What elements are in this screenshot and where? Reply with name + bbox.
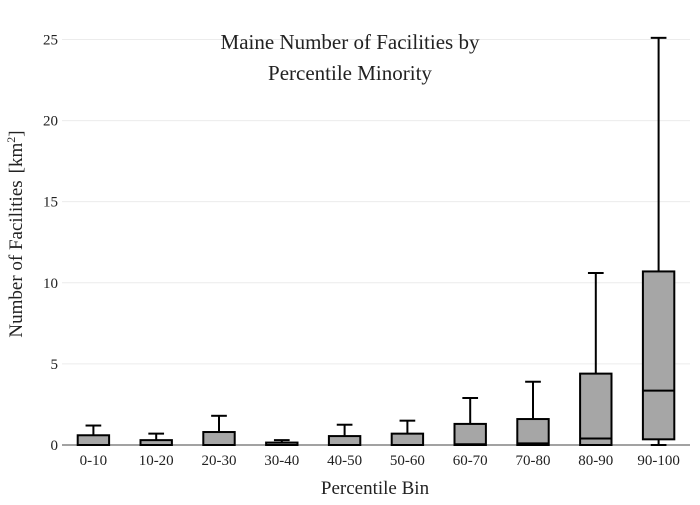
iqr-box bbox=[76, 434, 111, 447]
x-tick-label: 70-80 bbox=[516, 453, 551, 469]
box-group bbox=[327, 423, 362, 447]
box-group bbox=[453, 396, 487, 446]
y-axis-title-main: Number of Facilities bbox=[6, 180, 27, 337]
box-group bbox=[202, 414, 236, 446]
iqr-box bbox=[202, 431, 236, 446]
x-tick-label: 40-50 bbox=[327, 453, 362, 469]
x-tick-label: 80-90 bbox=[578, 453, 613, 469]
iqr-box bbox=[453, 422, 487, 446]
x-tick-label: 90-100 bbox=[637, 453, 680, 469]
y-tick-label: 15 bbox=[43, 195, 58, 211]
box-group bbox=[390, 419, 425, 447]
chart-title-line-1: Maine Number of Facilities by bbox=[221, 30, 480, 54]
box-group bbox=[516, 380, 550, 447]
iqr-box bbox=[641, 270, 676, 441]
y-tick-label: 10 bbox=[43, 276, 58, 292]
y-axis-title-unit-superscript: 2 bbox=[4, 137, 18, 143]
iqr-box bbox=[579, 372, 613, 446]
y-tick-label: 0 bbox=[51, 438, 59, 454]
x-tick-label: 20-30 bbox=[202, 453, 237, 469]
x-tick-label: 0-10 bbox=[80, 453, 108, 469]
boxes bbox=[76, 36, 676, 447]
x-tick-label: 50-60 bbox=[390, 453, 425, 469]
x-tick-label: 30-40 bbox=[264, 453, 299, 469]
y-axis-title-unit: [km bbox=[6, 143, 27, 174]
box-group bbox=[641, 36, 676, 446]
iqr-box bbox=[516, 418, 550, 447]
iqr-box bbox=[390, 432, 425, 447]
y-axis-title-unit-close: ] bbox=[6, 130, 27, 136]
box-group bbox=[139, 432, 173, 446]
box-group bbox=[265, 439, 299, 447]
x-tick-label: 10-20 bbox=[139, 453, 174, 469]
box-group bbox=[579, 272, 613, 446]
y-tick-label: 5 bbox=[51, 357, 59, 373]
box-group bbox=[76, 424, 111, 447]
chart-title-line-2: Percentile Minority bbox=[268, 61, 432, 85]
x-axis-title: Percentile Bin bbox=[321, 478, 430, 499]
y-axis-title: Number of Facilities [km2] bbox=[4, 130, 27, 337]
x-tick-label: 60-70 bbox=[453, 453, 488, 469]
y-tick-label: 20 bbox=[43, 114, 58, 130]
y-tick-label: 25 bbox=[43, 32, 58, 48]
iqr-box bbox=[327, 435, 362, 447]
gridlines bbox=[62, 38, 690, 365]
